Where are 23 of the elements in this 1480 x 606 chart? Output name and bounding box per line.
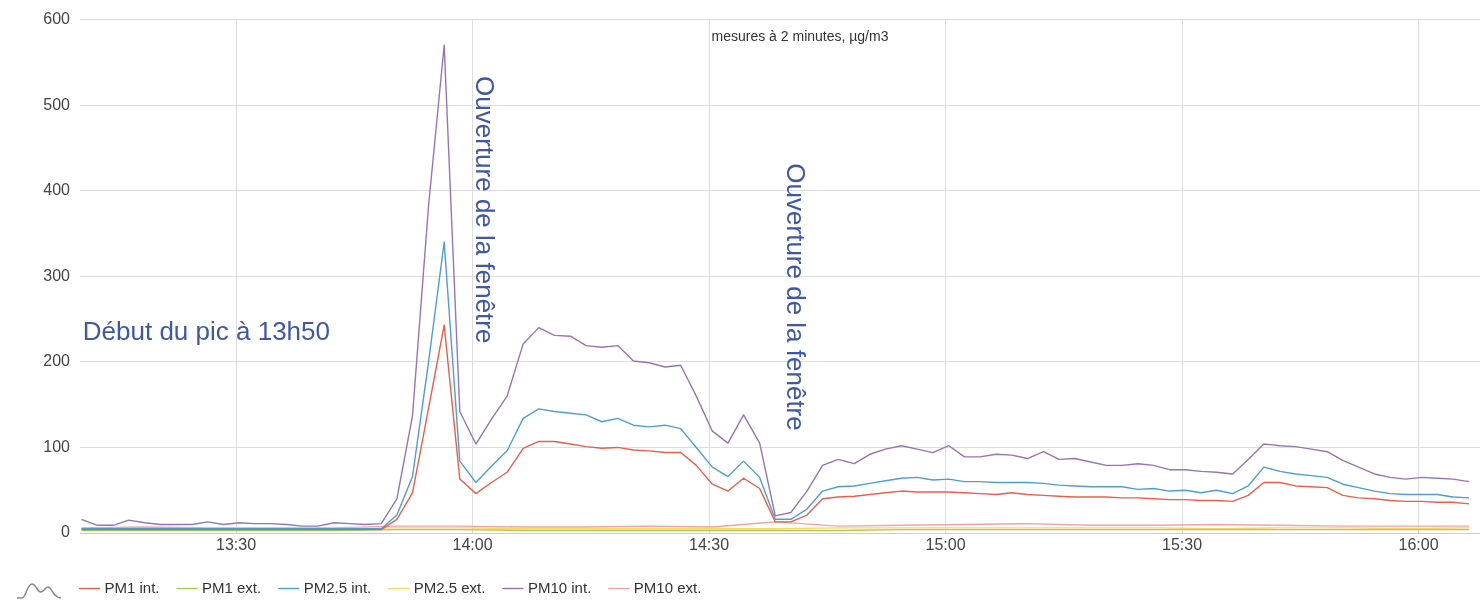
- legend-label: PM2.5 int.: [303, 578, 372, 596]
- x-tick-label: 15:00: [925, 536, 966, 554]
- annotation: Début du pic à 13h50: [82, 315, 330, 346]
- y-tick-label: 300: [43, 266, 71, 284]
- y-tick-label: 100: [43, 437, 71, 455]
- y-tick-label: 500: [43, 95, 71, 113]
- legend-label: PM10 ext.: [633, 578, 702, 596]
- y-tick-label: 0: [61, 523, 71, 541]
- legend-label: PM1 int.: [104, 578, 160, 596]
- text: mesures à 2 minutes, µg/m3: [711, 28, 889, 45]
- x-tick-label: 14:30: [689, 536, 730, 554]
- x-tick-label: 15:30: [1162, 536, 1203, 554]
- x-tick-label: 16:00: [1398, 536, 1439, 554]
- y-tick-label: 600: [43, 10, 71, 28]
- y-tick-label: 400: [43, 181, 71, 199]
- annotation: Ouverture de la fenêtre: [470, 76, 501, 344]
- legend-label: PM2.5 ext.: [413, 578, 486, 596]
- annotation: Ouverture de la fenêtre: [780, 163, 811, 431]
- x-tick-label: 13:30: [216, 536, 257, 554]
- y-tick-label: 200: [43, 352, 71, 370]
- x-tick-label: 14:00: [452, 536, 493, 554]
- legend-label: PM1 ext.: [202, 578, 262, 596]
- legend-label: PM10 int.: [527, 578, 592, 596]
